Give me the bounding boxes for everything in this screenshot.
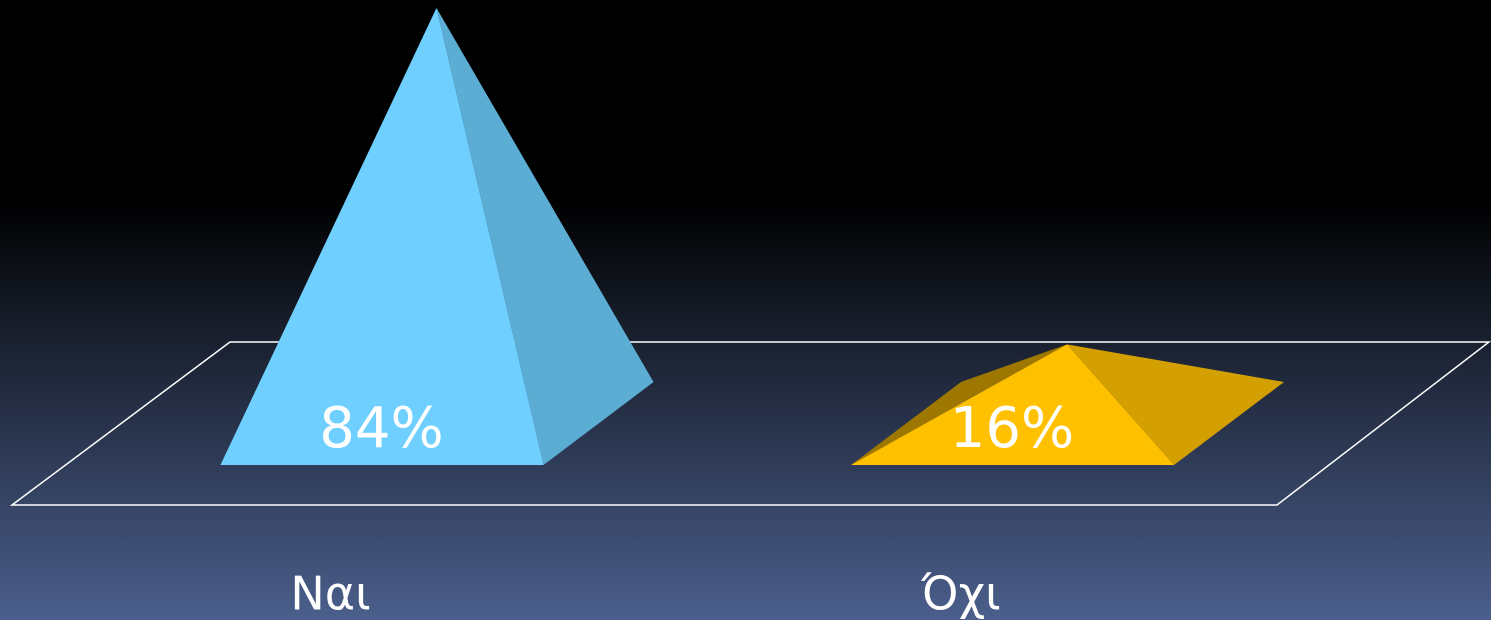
pyramid-right-face [1067,344,1284,465]
value-label: 16% [950,396,1074,461]
category-label: Ναι [290,567,370,620]
value-label: 84% [319,396,443,461]
pyramid-right-face [436,8,654,465]
pyramid-front-face [220,8,544,465]
floor [9,341,1491,506]
pyramid-front-face [851,344,1174,465]
category-label: Όχι [920,567,1001,620]
plot: 84% Ναι 16% Όχι [220,8,1284,620]
